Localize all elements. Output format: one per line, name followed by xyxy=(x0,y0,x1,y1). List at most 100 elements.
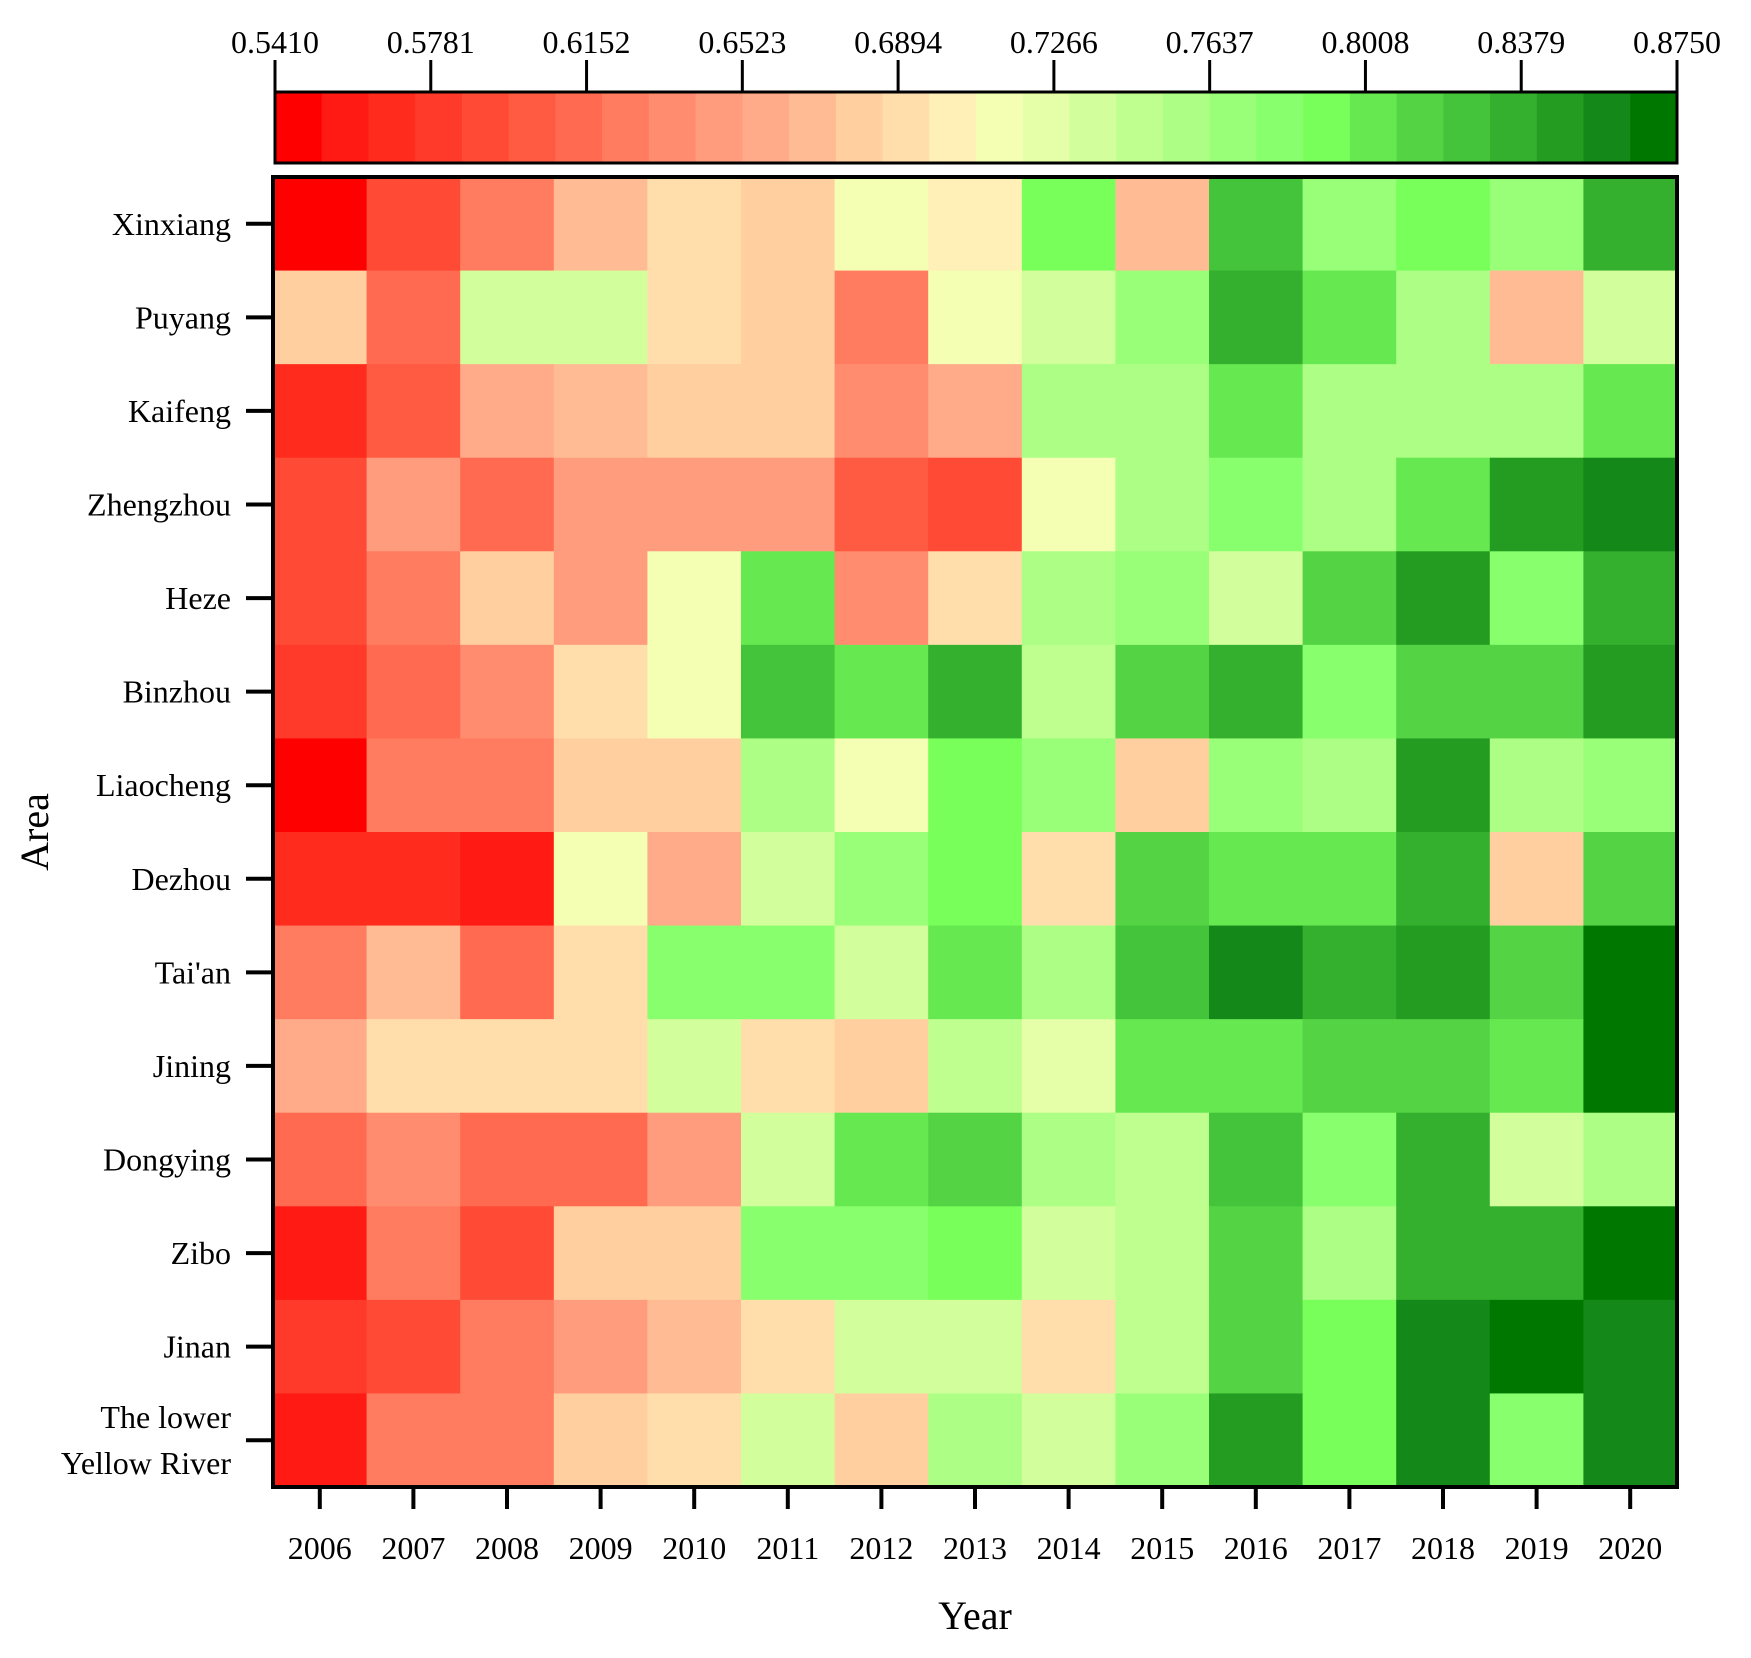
x-axis: 2006 2007 2008 2009 2010 2011 2012 2013 2014 2015… xyxy=(288,1487,1662,1566)
heatmap-cell xyxy=(1209,457,1304,552)
heatmap-cell xyxy=(1583,1112,1678,1207)
heatmap-cell xyxy=(834,832,929,927)
heatmap-cell xyxy=(273,832,368,927)
heatmap-cell xyxy=(1209,270,1304,365)
heatmap-cell xyxy=(1396,364,1491,459)
heatmap-cell xyxy=(1021,364,1116,459)
heatmap-cells xyxy=(273,177,1678,1488)
heatmap-cell xyxy=(647,738,742,833)
heatmap-cell xyxy=(741,364,836,459)
heatmap-cell xyxy=(741,457,836,552)
heatmap-cell xyxy=(1209,177,1304,272)
y-tick-label: Puyang xyxy=(135,299,231,335)
heatmap-cell xyxy=(273,270,368,365)
y-tick-label: Binzhou xyxy=(123,674,231,710)
heatmap-cell xyxy=(834,1299,929,1395)
heatmap-cell xyxy=(273,925,368,1020)
x-tick-label: 2006 xyxy=(288,1530,352,1566)
heatmap-cell xyxy=(1396,644,1491,740)
y-tick-label: Heze xyxy=(165,580,231,616)
heatmap-cell xyxy=(1021,1206,1116,1301)
heatmap-cell xyxy=(553,1299,648,1395)
heatmap-cell xyxy=(273,1206,368,1301)
colorbar-tick-label: 0.6523 xyxy=(698,24,786,60)
heatmap-cell xyxy=(1115,925,1210,1020)
heatmap-cell xyxy=(1583,1393,1678,1488)
heatmap-cell xyxy=(273,1393,368,1488)
heatmap-cell xyxy=(460,177,555,272)
heatmap-cell xyxy=(553,1393,648,1488)
y-axis-title: Area xyxy=(12,793,57,871)
heatmap-cell xyxy=(460,925,555,1020)
heatmap-cell xyxy=(928,644,1023,740)
heatmap-cell xyxy=(741,644,836,740)
heatmap-cell xyxy=(273,1112,368,1207)
heatmap-cell xyxy=(1302,1299,1397,1395)
colorbar-tick-label: 0.8008 xyxy=(1321,24,1409,60)
heatmap-cell xyxy=(273,457,368,552)
heatmap-cell xyxy=(834,1206,929,1301)
heatmap-cell xyxy=(553,738,648,833)
x-tick-label: 2009 xyxy=(569,1530,633,1566)
heatmap-cell xyxy=(741,925,836,1020)
heatmap-cell xyxy=(366,1206,461,1301)
heatmap-cell xyxy=(1583,1019,1678,1114)
heatmap-cell xyxy=(366,644,461,740)
colorbar-swatch xyxy=(976,92,1024,163)
heatmap-cell xyxy=(460,644,555,740)
heatmap-cell xyxy=(553,644,648,740)
colorbar-swatch xyxy=(1536,92,1585,163)
heatmap-cell xyxy=(553,270,648,365)
heatmap-cell xyxy=(1302,551,1397,646)
heatmap-cell xyxy=(1489,270,1584,365)
heatmap-cell xyxy=(1115,270,1210,365)
heatmap-cell xyxy=(460,738,555,833)
heatmap-cell xyxy=(273,644,368,740)
heatmap-cell xyxy=(647,1112,742,1207)
heatmap-cell xyxy=(647,270,742,365)
heatmap-cell xyxy=(1021,1112,1116,1207)
heatmap-cell xyxy=(834,270,929,365)
colorbar-swatch xyxy=(1396,92,1444,163)
heatmap-cell xyxy=(553,1206,648,1301)
heatmap-cell xyxy=(647,925,742,1020)
heatmap-cell xyxy=(928,1206,1023,1301)
heatmap-cell xyxy=(553,925,648,1020)
heatmap-cell xyxy=(1209,1112,1304,1207)
colorbar-swatch xyxy=(1256,92,1304,163)
x-tick-label: 2008 xyxy=(475,1530,539,1566)
y-axis: Xinxiang Puyang Kaifeng Zhengzhou Heze Binzho… xyxy=(61,206,273,1481)
heatmap-cell xyxy=(273,177,368,272)
heatmap-cell xyxy=(1209,1206,1304,1301)
heatmap-cell xyxy=(460,551,555,646)
x-tick-label: 2016 xyxy=(1224,1530,1288,1566)
heatmap-cell xyxy=(1115,364,1210,459)
heatmap-cell xyxy=(1489,1393,1584,1488)
y-tick-label: Xinxiang xyxy=(112,206,231,242)
heatmap-cell xyxy=(1115,644,1210,740)
heatmap-cell xyxy=(366,832,461,927)
heatmap-cell xyxy=(460,1393,555,1488)
heatmap-cell xyxy=(647,1299,742,1395)
heatmap-cell xyxy=(366,177,461,272)
heatmap-cell xyxy=(928,925,1023,1020)
heatmap-cell xyxy=(647,832,742,927)
colorbar-swatch xyxy=(1069,92,1117,163)
heatmap-cell xyxy=(460,1206,555,1301)
heatmap-cell xyxy=(834,925,929,1020)
colorbar-tick-label: 0.7637 xyxy=(1166,24,1254,60)
heatmap-cell xyxy=(1115,1206,1210,1301)
heatmap-cell xyxy=(1302,1112,1397,1207)
heatmap-cell xyxy=(834,364,929,459)
heatmap-cell xyxy=(1302,457,1397,552)
colorbar-frame xyxy=(273,90,1679,165)
heatmap-cell xyxy=(741,270,836,365)
heatmap-cell xyxy=(1021,551,1116,646)
y-tick-label: Tai'an xyxy=(155,954,231,990)
heatmap-cell xyxy=(1021,457,1116,552)
heatmap-cell xyxy=(1021,177,1116,272)
heatmap-cell xyxy=(1209,551,1304,646)
colorbar-tick-label: 0.8379 xyxy=(1477,24,1565,60)
heatmap-cell xyxy=(1302,738,1397,833)
heatmap-cell xyxy=(1583,177,1678,272)
